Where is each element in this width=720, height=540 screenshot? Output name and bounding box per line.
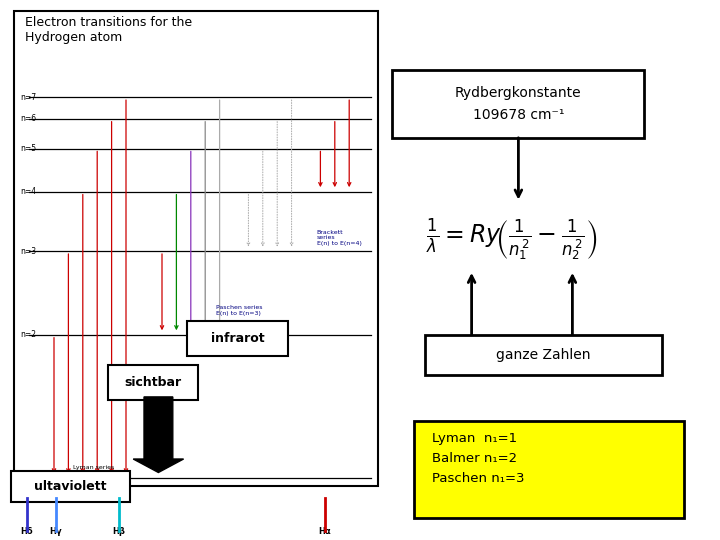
FancyArrow shape	[133, 397, 184, 472]
Text: Lyman  n₁=1
Balmer n₁=2
Paschen n₁=3: Lyman n₁=1 Balmer n₁=2 Paschen n₁=3	[432, 432, 524, 485]
Text: Lyman series
E(n) to E(n=1): Lyman series E(n) to E(n=1)	[71, 465, 116, 476]
Text: $\frac{1}{\lambda} = Ry\!\left(\frac{1}{n_1^{\,2}} - \frac{1}{n_2^{\,2}}\right)$: $\frac{1}{\lambda} = Ry\!\left(\frac{1}{…	[426, 218, 597, 263]
Text: ultaviolett: ultaviolett	[34, 480, 107, 493]
Text: n=6: n=6	[20, 114, 36, 123]
FancyBboxPatch shape	[392, 70, 644, 138]
Text: n=7: n=7	[20, 93, 36, 102]
Text: Rydbergkonstante: Rydbergkonstante	[455, 86, 582, 100]
FancyBboxPatch shape	[187, 321, 288, 356]
Text: Hα: Hα	[318, 526, 331, 536]
FancyBboxPatch shape	[414, 421, 684, 518]
FancyBboxPatch shape	[11, 471, 130, 502]
Text: n=1: n=1	[20, 474, 36, 482]
Text: n=3: n=3	[20, 247, 36, 255]
Text: sichtbar: sichtbar	[125, 375, 181, 389]
FancyBboxPatch shape	[14, 11, 378, 486]
Text: Hβ: Hβ	[112, 526, 125, 536]
Text: Electron transitions for the
Hydrogen atom: Electron transitions for the Hydrogen at…	[25, 16, 192, 44]
Text: Brackett
series
E(n) to E(n=4): Brackett series E(n) to E(n=4)	[317, 230, 361, 246]
Text: Paschen series
E(n) to E(n=3): Paschen series E(n) to E(n=3)	[216, 305, 263, 316]
Text: n=2: n=2	[20, 330, 36, 339]
FancyBboxPatch shape	[425, 335, 662, 375]
Text: 109678 cm⁻¹: 109678 cm⁻¹	[472, 108, 564, 122]
Text: Hγ: Hγ	[49, 526, 62, 536]
FancyBboxPatch shape	[108, 364, 198, 400]
Text: infrarot: infrarot	[211, 332, 264, 346]
Text: n=4: n=4	[20, 187, 36, 196]
Text: Balmer series
F(n) to F(n=2): Balmer series F(n) to F(n=2)	[155, 389, 199, 400]
Text: Hδ: Hδ	[20, 526, 33, 536]
Text: n=5: n=5	[20, 144, 36, 153]
Text: ganze Zahlen: ganze Zahlen	[496, 348, 591, 362]
